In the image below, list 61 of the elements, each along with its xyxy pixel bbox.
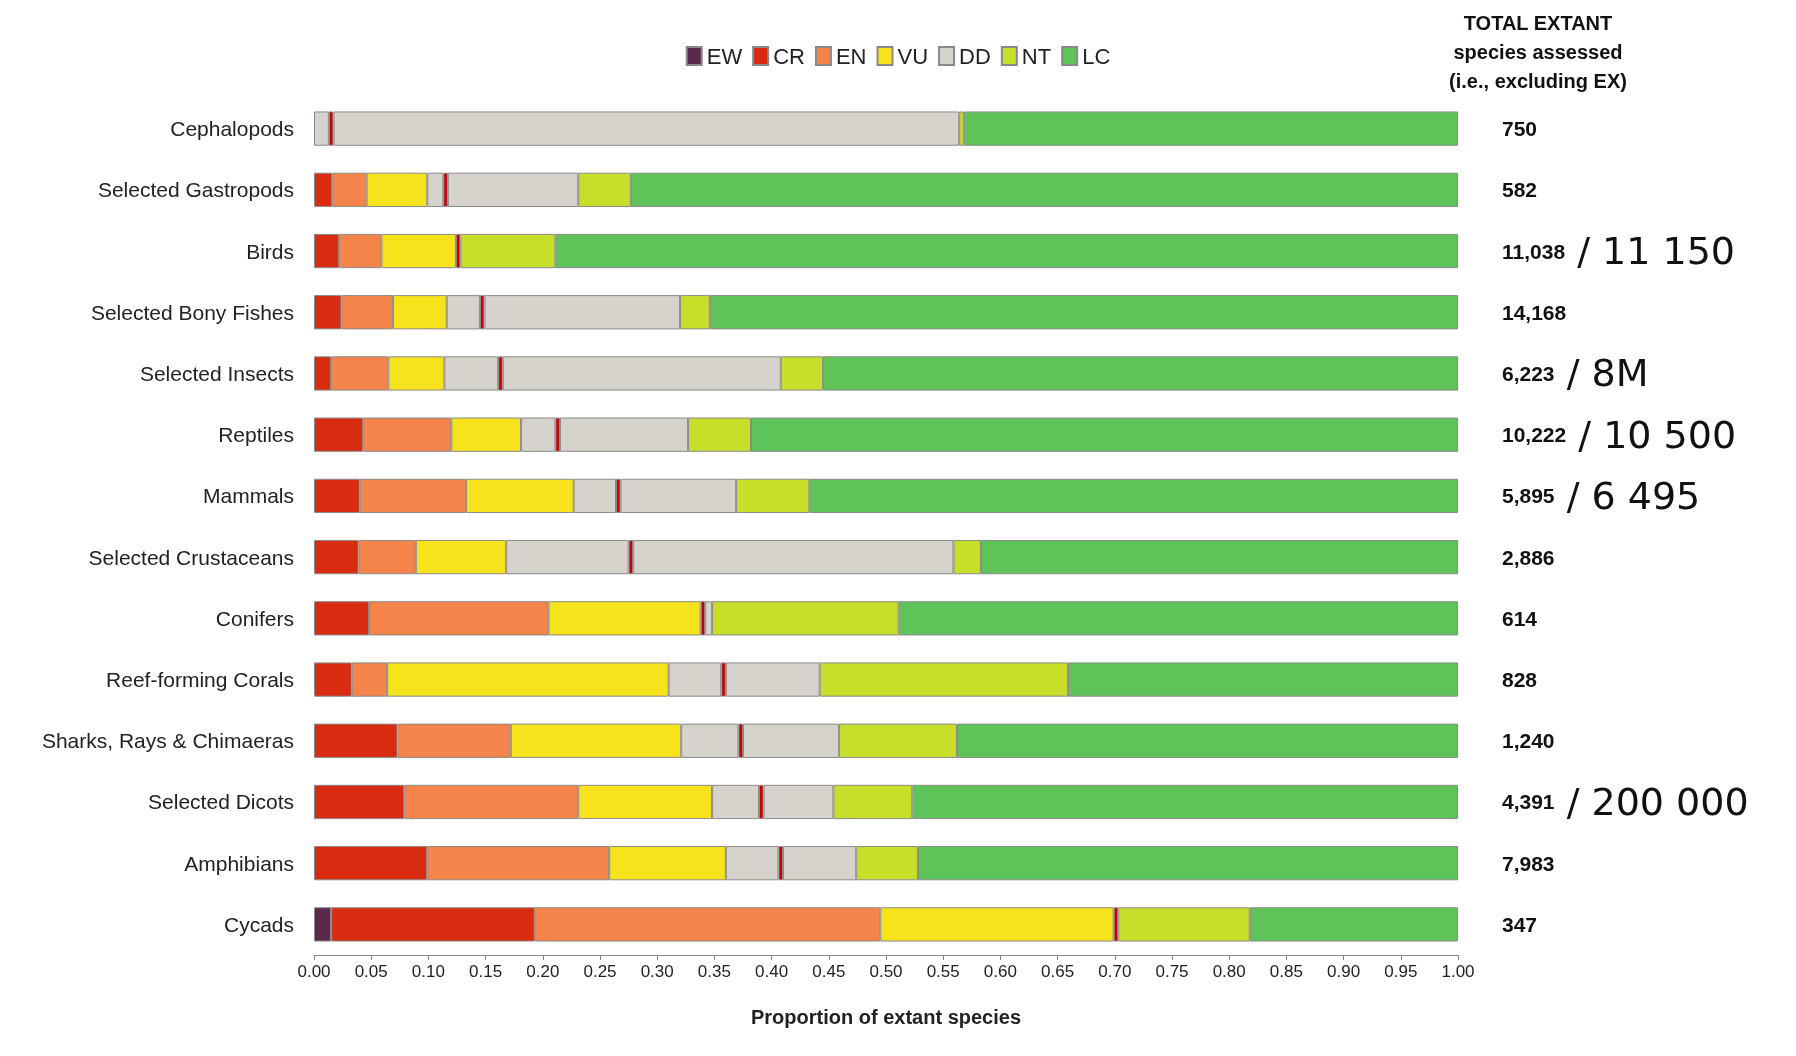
text: 614: [1502, 606, 1538, 630]
text: 2,886: [1502, 545, 1555, 569]
x-tick-label: 0.75: [1155, 962, 1189, 981]
x-tick-label: 0.00: [297, 962, 331, 981]
legend-label: EW: [706, 43, 743, 69]
bar: [333, 111, 960, 146]
x-tick-label: 0.80: [1212, 962, 1246, 981]
x-tick-label: 0.95: [1384, 962, 1418, 981]
text: 750: [1502, 117, 1538, 141]
text: 6,223 / 8M: [1502, 351, 1649, 396]
x-tick-label: 0.60: [983, 962, 1017, 981]
x-tick-label: 0.65: [1041, 962, 1075, 981]
y-tick-label: Cephalopods: [170, 117, 294, 141]
bar: [314, 111, 329, 146]
y-tick-label: Selected Crustaceans: [88, 545, 294, 569]
x-tick-label: 0.85: [1269, 962, 1303, 981]
text: 828: [1502, 668, 1538, 692]
text: 1,240: [1502, 729, 1555, 753]
x-tick-label: 0.35: [697, 962, 731, 981]
y-tick-label: Cycads: [223, 912, 294, 936]
text: 4,391 / 200 000: [1502, 779, 1749, 824]
x-tick-label: 0.05: [354, 962, 388, 981]
y-tick-label: Selected Insects: [139, 361, 294, 385]
x-tick-label: 0.15: [469, 962, 503, 981]
y-tick-label: Mammals: [202, 484, 294, 508]
legend-label: VU: [897, 43, 929, 69]
legend-label: DD: [959, 43, 991, 69]
x-tick-label: 0.45: [812, 962, 846, 981]
x-tick-label: 0.30: [640, 962, 674, 981]
text: 5,895 / 6 495: [1502, 473, 1701, 518]
text: 11,038 / 11 150: [1502, 229, 1736, 274]
x-tick-label: 0.50: [869, 962, 903, 981]
y-tick-label: Reef-forming Corals: [106, 668, 294, 692]
legend-label: CR: [773, 43, 805, 69]
y-tick-label: Conifers: [215, 606, 294, 630]
text: 347: [1502, 912, 1538, 936]
text: 582: [1502, 178, 1538, 202]
text: 7,983: [1502, 851, 1555, 875]
x-tick-label: 0.90: [1327, 962, 1361, 981]
x-tick-label: 0.25: [583, 962, 617, 981]
x-tick-label: 0.20: [526, 962, 560, 981]
y-tick-label: Birds: [246, 239, 294, 263]
legend-label: LC: [1082, 43, 1111, 69]
x-tick-label: 0.55: [926, 962, 960, 981]
text: 14,168: [1502, 300, 1567, 324]
bar: [963, 111, 1458, 146]
y-tick-label: Selected Bony Fishes: [90, 300, 294, 324]
legend-label: NT: [1021, 43, 1052, 69]
y-tick-label: Amphibians: [184, 851, 294, 875]
x-tick-label: 0.40: [755, 962, 789, 981]
text: TOTAL EXTANT species assessed (i.e., excluding EX): [1449, 11, 1627, 92]
y-tick-label: Sharks, Rays & Chimaeras: [41, 729, 294, 753]
legend-label: EN: [835, 43, 867, 69]
y-tick-label: Selected Gastropods: [97, 178, 294, 202]
x-tick-label: 0.70: [1098, 962, 1132, 981]
y-tick-label: Reptiles: [218, 423, 294, 447]
x-tick-label: 1.00: [1441, 962, 1475, 981]
x-axis-title: Proportion of extant species: [750, 1006, 1022, 1028]
y-tick-label: Selected Dicots: [148, 790, 294, 814]
x-tick-label: 0.10: [411, 962, 445, 981]
text: 10,222 / 10 500: [1502, 412, 1737, 457]
